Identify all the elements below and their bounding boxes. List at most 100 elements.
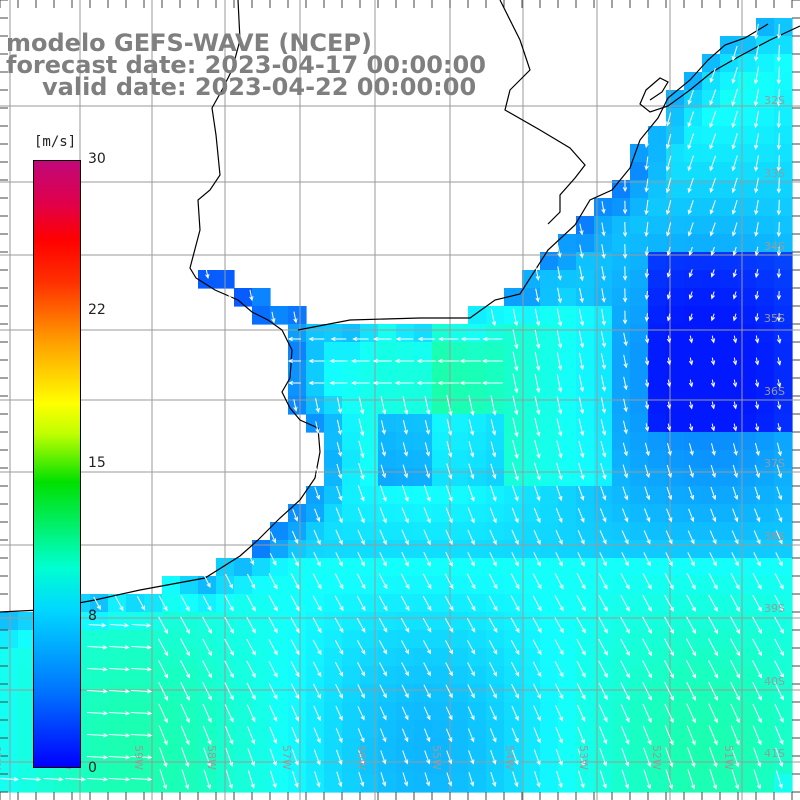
wind-arrow: [555, 529, 563, 545]
wind-speed-cell: [414, 378, 433, 397]
wind-speed-cell: [522, 324, 541, 343]
wind-arrow: [130, 733, 153, 738]
wind-arrow: [687, 89, 694, 106]
wind-arrow: [709, 222, 716, 237]
wind-arrow: [688, 486, 695, 501]
wind-speed-cell: [738, 144, 757, 163]
wind-arrow: [65, 777, 86, 782]
wind-arrow: [601, 309, 606, 327]
wind-speed-cell: [756, 774, 775, 793]
wind-speed-cell: [540, 432, 559, 451]
wind-speed-cell: [180, 594, 199, 613]
wind-speed-cell: [522, 630, 541, 649]
wind-arrow: [379, 552, 387, 567]
wind-arrow: [511, 683, 519, 699]
wind-speed-cell: [738, 576, 757, 595]
wind-speed-cell: [630, 522, 649, 541]
wind-arrow: [623, 376, 628, 391]
wind-speed-cell: [486, 486, 505, 505]
wind-speed-cell: [594, 342, 613, 361]
wind-arrow: [336, 442, 343, 457]
wind-arrow: [774, 616, 784, 634]
wind-arrow: [445, 684, 453, 699]
wind-arrow: [202, 725, 212, 746]
wind-speed-cell: [522, 756, 541, 775]
wind-arrow: [688, 313, 694, 322]
wind-arrow: [248, 553, 254, 566]
wind-arrow: [688, 379, 694, 388]
wind-arrow: [688, 508, 695, 523]
wind-arrow: [268, 661, 278, 678]
wind-speed-cell: [612, 306, 631, 325]
wind-speed-cell: [234, 756, 253, 775]
wind-speed-cell: [666, 360, 685, 379]
wind-arrow: [731, 66, 738, 85]
wind-speed-field: [0, 18, 793, 793]
wind-arrow: [577, 748, 585, 767]
wind-speed-cell: [612, 216, 631, 235]
wind-speed-cell: [558, 702, 577, 721]
wind-arrow: [774, 725, 784, 746]
wind-speed-cell: [612, 360, 631, 379]
wind-arrow: [423, 662, 431, 677]
wind-arrow: [622, 266, 628, 281]
wind-speed-cell: [270, 720, 289, 739]
wind-arrow: [709, 155, 717, 172]
wind-arrow: [555, 705, 564, 722]
wind-arrow: [468, 419, 475, 436]
wind-arrow: [86, 755, 109, 760]
wind-speed-cell: [576, 252, 595, 271]
wind-arrow: [576, 617, 586, 634]
wind-speed-cell: [342, 666, 361, 685]
wind-arrow: [290, 573, 300, 590]
wind-speed-cell: [234, 576, 253, 595]
wind-arrow: [535, 288, 540, 303]
latitude-label: 34S: [764, 240, 785, 253]
wind-speed-cell: [630, 144, 649, 163]
wind-speed-cell: [270, 648, 289, 667]
wind-arrow: [401, 706, 409, 721]
wind-speed-cell: [504, 576, 523, 595]
wind-speed-cell: [234, 684, 253, 703]
wind-arrow: [510, 573, 520, 590]
wind-speed-cell: [378, 756, 397, 775]
wind-arrow: [334, 617, 344, 634]
wind-arrow: [534, 440, 541, 459]
wind-speed-cell: [324, 468, 343, 487]
wind-arrow: [776, 246, 782, 257]
wind-speed-cell: [540, 612, 559, 631]
wind-arrow: [754, 401, 760, 410]
wind-speed-cell: [18, 774, 37, 793]
wind-speed-cell: [774, 396, 793, 415]
wind-arrow: [644, 199, 649, 216]
wind-arrow: [380, 772, 387, 787]
wind-arrow: [754, 199, 759, 216]
wind-arrow: [753, 769, 762, 790]
wind-speed-cell: [522, 378, 541, 397]
wind-speed-cell: [540, 720, 559, 739]
wind-speed-cell: [720, 288, 739, 307]
valid-date: valid date: 2023-04-22 00:00:00: [42, 73, 477, 101]
wind-speed-cell: [738, 756, 757, 775]
wind-speed-cell: [504, 468, 523, 487]
wind-arrow: [753, 747, 762, 768]
wind-speed-cell: [324, 432, 343, 451]
wind-speed-cell: [558, 378, 577, 397]
wind-arrow: [643, 769, 651, 790]
wind-speed-cell: [666, 684, 685, 703]
longitude-label: 54W: [503, 745, 516, 770]
wind-arrow: [131, 667, 152, 672]
wind-arrow: [93, 596, 101, 611]
wind-speed-cell: [702, 198, 721, 217]
wind-speed-cell: [558, 738, 577, 757]
wind-speed-cell: [0, 702, 19, 721]
wind-arrow: [445, 507, 453, 524]
wind-speed-cell: [558, 774, 577, 793]
wind-arrow: [664, 572, 674, 590]
wind-arrow: [356, 639, 366, 655]
wind-speed-cell: [108, 702, 127, 721]
wind-arrow: [555, 748, 563, 766]
wind-arrow: [664, 725, 674, 746]
wind-speed-cell: [720, 396, 739, 415]
wind-speed-cell: [324, 612, 343, 631]
